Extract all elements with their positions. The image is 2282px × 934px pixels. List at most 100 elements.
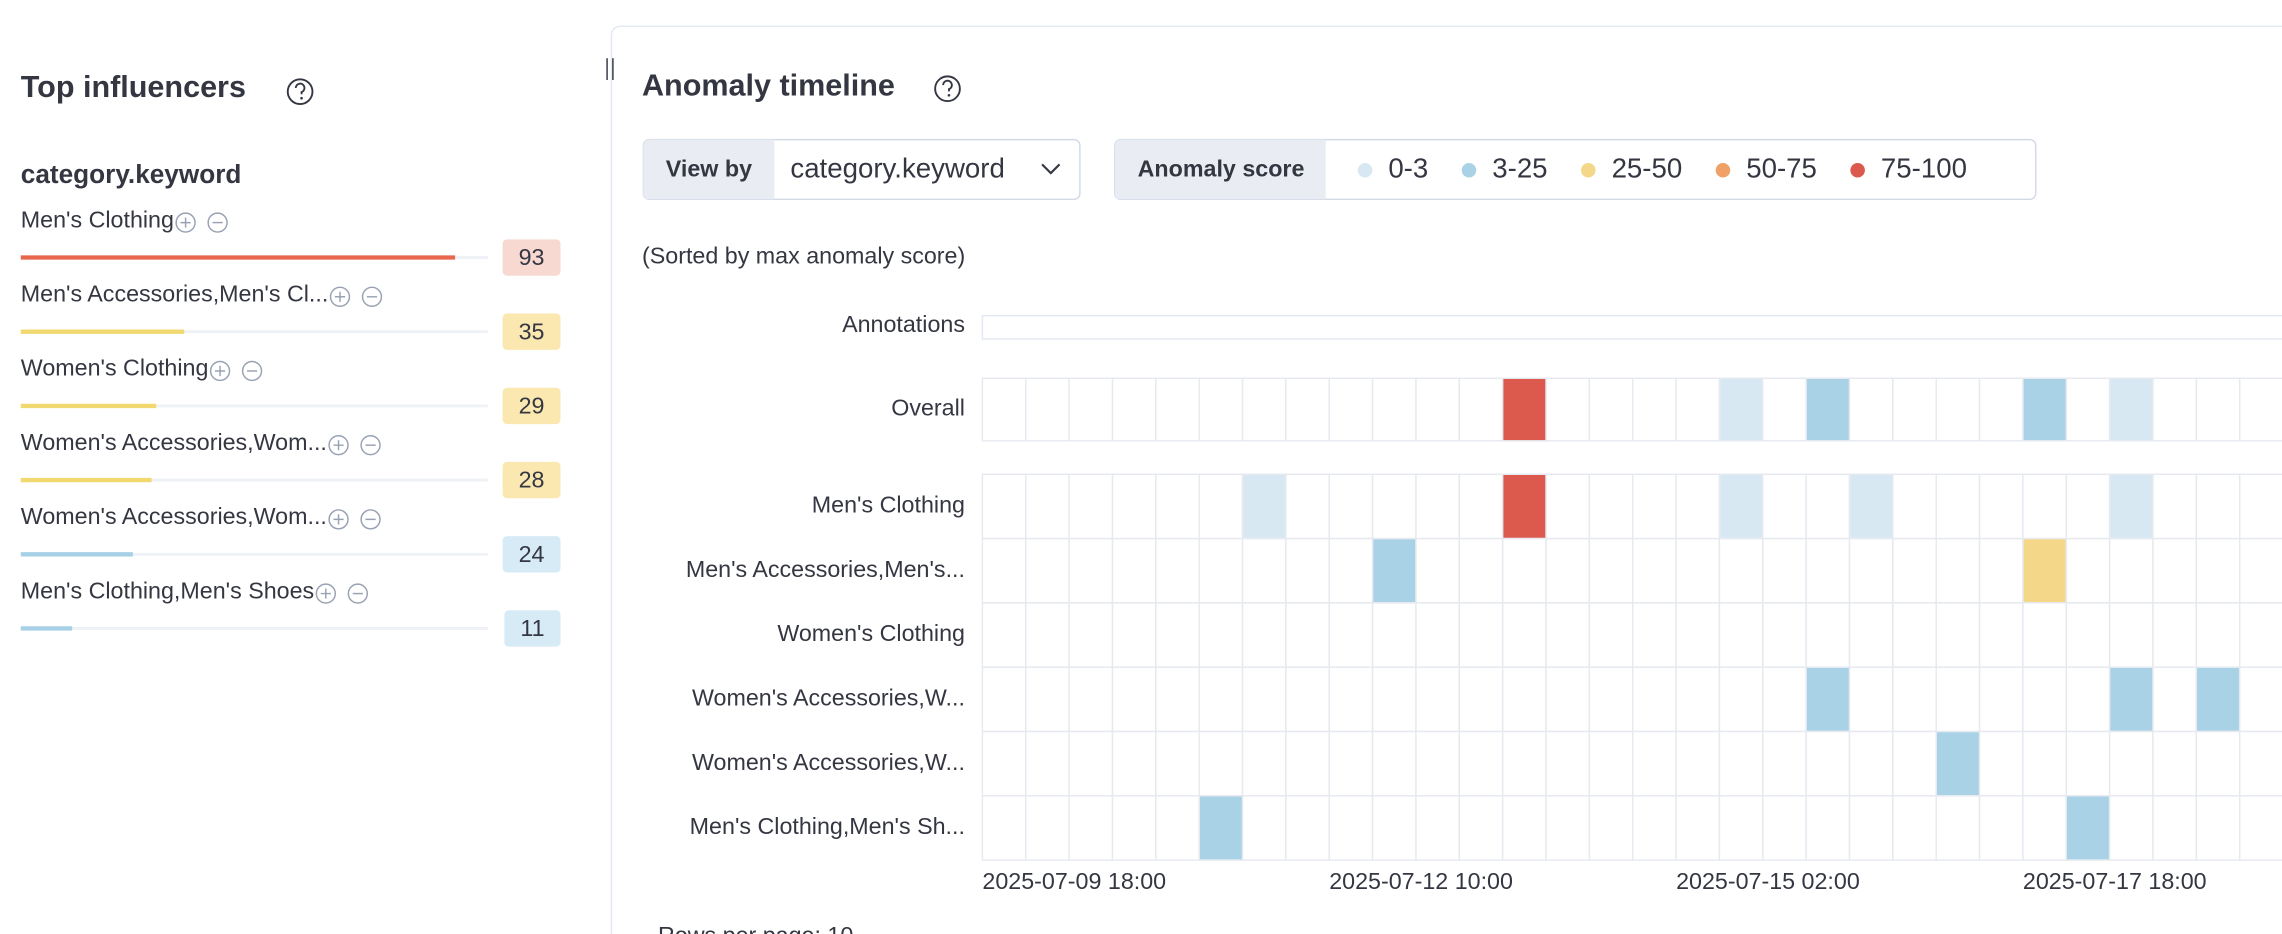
anomaly-cell[interactable] [1720,475,1763,538]
cell [1458,473,1504,540]
include-icon[interactable] [329,286,351,307]
exclude-icon[interactable] [347,583,369,604]
influencer-name: Men's Clothing,Men's Shoes [21,577,314,603]
cell [1458,730,1504,797]
row-label: Women's Accessories,W... [692,749,965,775]
include-icon[interactable] [175,212,196,233]
cell [1762,795,1807,861]
cell [1415,602,1461,668]
anomaly-cell[interactable] [1720,378,1763,441]
cell [1068,666,1114,733]
cell [1588,795,1634,861]
cell [1025,730,1070,797]
cell [1025,795,1070,861]
icon-circle [328,434,349,456]
cell [1328,537,1374,604]
cell [1155,473,1200,540]
cell [1762,666,1807,733]
cell [1545,666,1591,733]
row-label: Women's Accessories,W... [692,684,965,710]
cell [1285,795,1330,861]
cell [1241,377,1287,442]
cell [1892,537,1937,604]
anomaly-cell[interactable] [1806,667,1849,731]
cell [1978,730,2024,797]
cell [2195,377,2241,442]
icon-glyph [214,365,226,377]
cell [2022,795,2067,861]
cell [1632,666,1677,733]
cell [981,795,1027,861]
anomaly-cell[interactable] [1850,475,1893,538]
cell [2022,730,2067,797]
cell [1371,473,1417,540]
legend-dot [1461,162,1477,178]
cell [2065,473,2111,540]
anomaly-cell[interactable] [1503,378,1546,441]
cell [1892,795,1937,861]
cell [1025,602,1070,668]
cell [2238,537,2282,604]
cell [1848,537,1894,604]
icon-glyph [180,217,191,228]
help-icon[interactable] [934,75,961,103]
cell [2238,473,2282,540]
cell [1848,602,1894,668]
cell [1978,602,2024,668]
cell [1111,473,1157,540]
anomaly-cell[interactable] [2066,796,2109,860]
row-label: Men's Clothing,Men's Sh... [690,813,965,839]
chevron [1041,163,1061,175]
icon-circle [175,212,196,233]
exclude-icon[interactable] [207,212,228,233]
exclude-icon[interactable] [360,509,381,530]
include-icon[interactable] [328,509,349,530]
include-icon[interactable] [315,583,336,604]
cell [1632,537,1677,604]
exclude-icon[interactable] [241,360,263,382]
anomaly-cell[interactable] [2197,667,2239,731]
cell [1025,473,1070,540]
anomaly-cell[interactable] [1936,732,1979,796]
exclude-icon[interactable] [360,434,381,456]
timeline-title: Anomaly timeline [642,68,895,102]
anomaly-cell[interactable] [2110,378,2153,441]
cell [1415,730,1461,797]
anomaly-cell[interactable] [2023,539,2066,603]
score-badge-text: 29 [519,392,545,418]
legend-dot [1581,162,1596,178]
cell [2195,473,2241,540]
exclude-icon[interactable] [361,286,383,307]
anomaly-cell[interactable] [2023,378,2066,441]
cell [1111,602,1157,668]
include-icon[interactable] [209,360,231,382]
score-badge-text: 11 [520,615,544,641]
help-icon[interactable] [286,78,314,105]
anomaly-cell[interactable] [2110,667,2153,731]
cell [1458,602,1504,668]
view-by-control[interactable]: View by category.keyword [642,138,1081,201]
anomaly-cell[interactable] [1243,475,1286,538]
cell [1805,537,1851,604]
include-icon[interactable] [328,434,349,456]
anomaly-cell[interactable] [1806,378,1849,441]
cell [1155,666,1200,733]
cell [1805,730,1851,797]
cell [1675,537,1721,604]
cell [1805,795,1851,861]
cell [981,377,1027,442]
anomaly-cell[interactable] [1199,796,1242,860]
score-badge-text: 35 [519,318,545,344]
cell [1155,537,1200,604]
cell [2238,795,2282,861]
cell [1285,377,1330,442]
cell [1892,377,1937,442]
view-by-value[interactable]: category.keyword [790,153,1004,184]
rows-per-page[interactable]: Rows per page: 10 [658,922,853,934]
cell [1588,473,1634,540]
anomaly-cell[interactable] [2110,475,2153,538]
anomaly-cell[interactable] [1373,539,1416,603]
cell [1892,473,1937,540]
anomaly-cell[interactable] [1503,475,1546,538]
